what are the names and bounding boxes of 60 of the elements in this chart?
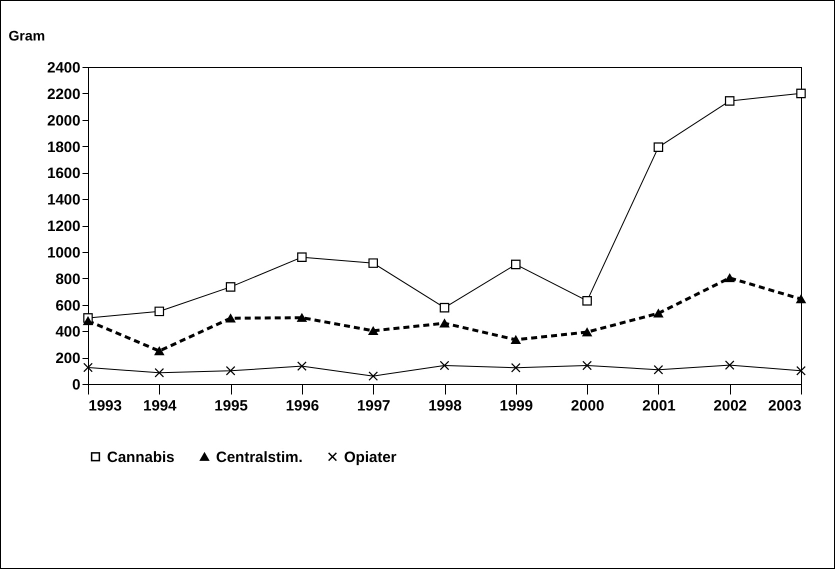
y-tick-label: 2400 bbox=[47, 60, 80, 76]
point bbox=[440, 360, 450, 370]
legend-label: Opiater bbox=[344, 448, 397, 466]
point bbox=[724, 360, 734, 370]
point bbox=[654, 309, 664, 318]
x-tick-label: 1993 bbox=[88, 398, 122, 414]
point bbox=[582, 360, 592, 370]
y-tick-label: 2000 bbox=[47, 112, 80, 130]
point bbox=[654, 364, 664, 375]
point bbox=[582, 296, 592, 306]
point bbox=[582, 328, 592, 336]
x-tick-label: 1995 bbox=[214, 398, 248, 414]
y-tick-label: 1200 bbox=[47, 218, 80, 235]
point bbox=[297, 313, 307, 322]
y-tick-label: 2200 bbox=[47, 86, 80, 103]
y-tick-label: 800 bbox=[55, 270, 80, 288]
x-tick-label: 1994 bbox=[143, 398, 178, 414]
y-tick-label: 0 bbox=[72, 376, 80, 394]
point bbox=[511, 362, 521, 373]
point bbox=[297, 361, 307, 371]
point bbox=[440, 319, 450, 328]
x-tick-label: 2000 bbox=[570, 398, 604, 414]
point bbox=[154, 368, 164, 378]
y-axis-title: Gram bbox=[8, 28, 46, 44]
x-tick-label: 1998 bbox=[428, 398, 462, 414]
point bbox=[511, 260, 521, 270]
point bbox=[297, 252, 307, 262]
x-tick-label: 2001 bbox=[642, 398, 676, 414]
point bbox=[154, 306, 164, 316]
point bbox=[368, 326, 378, 335]
point bbox=[511, 336, 521, 344]
point bbox=[796, 366, 806, 376]
point bbox=[226, 314, 236, 322]
point bbox=[154, 346, 164, 356]
point bbox=[83, 362, 93, 372]
point bbox=[368, 371, 378, 381]
point bbox=[368, 258, 378, 268]
x-tick-label: 2003 bbox=[768, 398, 802, 414]
y-tick-label: 1000 bbox=[47, 244, 80, 262]
legend-label: Cannabis bbox=[107, 448, 175, 466]
point bbox=[724, 274, 734, 282]
point bbox=[440, 302, 450, 312]
point bbox=[796, 294, 806, 304]
point bbox=[226, 282, 236, 292]
point bbox=[654, 142, 664, 152]
x-tick-label: 1996 bbox=[286, 398, 320, 414]
y-tick-label: 1400 bbox=[47, 192, 80, 209]
point bbox=[83, 316, 93, 326]
y-tick-label: 1800 bbox=[47, 138, 80, 156]
legend-label: Centralstim. bbox=[216, 448, 303, 466]
x-tick-label: 2002 bbox=[714, 398, 747, 414]
y-tick-label: 200 bbox=[55, 350, 80, 368]
x-tick-label: 1999 bbox=[500, 398, 533, 414]
point bbox=[226, 366, 236, 376]
point bbox=[724, 96, 734, 106]
y-tick-label: 400 bbox=[55, 324, 80, 341]
point bbox=[796, 88, 806, 98]
y-tick-label: 1600 bbox=[47, 165, 80, 182]
x-tick-label: 1997 bbox=[357, 398, 390, 414]
y-tick-label: 600 bbox=[55, 297, 80, 314]
